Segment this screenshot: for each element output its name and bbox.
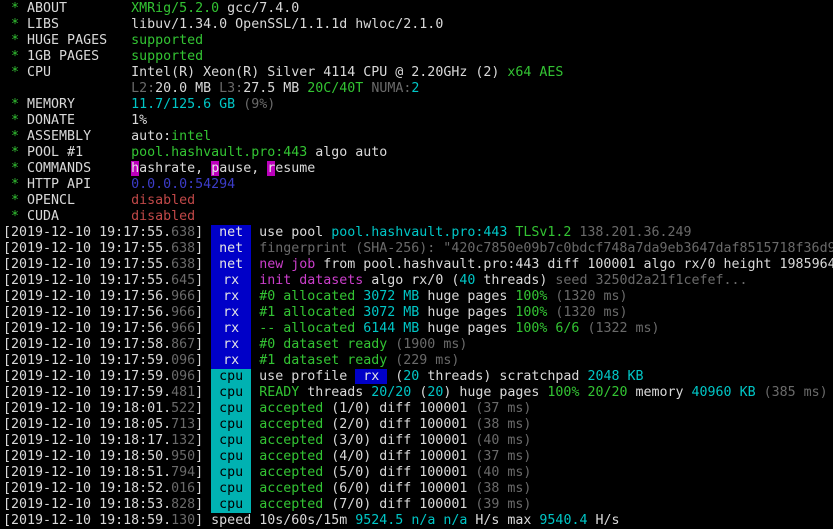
log-speed: [2019-12-10 19:18:59.130] speed 10s/60s/… <box>3 513 620 528</box>
log-allocated-total: [2019-12-10 19:17:56.966] rx -- allocate… <box>3 321 660 337</box>
info-about: * ABOUT XMRig/5.2.0 gcc/7.4.0 <box>3 1 300 16</box>
log-channel-tag: net <box>211 241 252 257</box>
info-cpu-cache: L2:20.0 MB L3:27.5 MB 20C/40T NUMA:2 <box>131 81 420 96</box>
log-channel-tag: cpu <box>211 449 252 465</box>
info-cuda: * CUDA disabled <box>3 209 196 224</box>
log-channel-tag: cpu <box>211 481 252 497</box>
log-ready-threads: [2019-12-10 19:17:59.481] cpu READY thre… <box>3 385 828 401</box>
log-channel-tag: net <box>211 257 252 273</box>
log-channel-tag: cpu <box>211 401 252 417</box>
info-cpu: * CPU Intel(R) Xeon(R) Silver 4114 CPU @… <box>3 65 564 80</box>
log-accepted-4: [2019-12-10 19:18:50.950] cpu accepted (… <box>3 449 532 465</box>
log-fingerprint: [2019-12-10 19:17:55.638] net fingerprin… <box>3 241 833 257</box>
log-accepted-2: [2019-12-10 19:18:05.713] cpu accepted (… <box>3 417 532 433</box>
log-channel-tag: cpu <box>211 497 252 513</box>
info-huge-pages: * HUGE PAGES supported <box>3 33 204 48</box>
log-dataset-ready-0: [2019-12-10 19:17:58.867] rx #0 dataset … <box>3 337 468 353</box>
log-use-profile: [2019-12-10 19:17:59.096] cpu use profil… <box>3 369 644 385</box>
info-memory: * MEMORY 11.7/125.6 GB (9%) <box>3 97 276 112</box>
log-accepted-7: [2019-12-10 19:18:53.828] cpu accepted (… <box>3 497 532 513</box>
info-http-api: * HTTP API 0.0.0.0:54294 <box>3 177 236 192</box>
info-libs: * LIBS libuv/1.34.0 OpenSSL/1.1.1d hwloc… <box>3 17 444 32</box>
log-accepted-6: [2019-12-10 19:18:52.016] cpu accepted (… <box>3 481 532 497</box>
log-channel-tag: cpu <box>211 385 252 401</box>
log-new-job: [2019-12-10 19:17:55.638] net new job fr… <box>3 257 833 273</box>
info-opencl: * OPENCL disabled <box>3 193 196 208</box>
log-channel-tag: cpu <box>211 417 252 433</box>
log-dataset-ready-1: [2019-12-10 19:17:59.096] rx #1 dataset … <box>3 353 460 369</box>
log-init-datasets: [2019-12-10 19:17:55.645] rx init datase… <box>3 273 748 289</box>
info-commands: * COMMANDS hashrate, pause, resume <box>3 161 316 176</box>
log-accepted-1: [2019-12-10 19:18:01.522] cpu accepted (… <box>3 401 532 417</box>
info-donate: * DONATE 1% <box>3 113 148 128</box>
info-1gb-pages: * 1GB PAGES supported <box>3 49 204 64</box>
log-channel-tag: rx <box>211 321 252 337</box>
log-channel-tag: cpu <box>211 433 252 449</box>
log-channel-tag: rx <box>211 305 252 321</box>
log-allocated-0: [2019-12-10 19:17:56.966] rx #0 allocate… <box>3 289 628 305</box>
log-channel-tag: rx <box>211 289 252 305</box>
log-channel-tag: rx <box>211 353 252 369</box>
log-channel-tag: cpu <box>211 465 252 481</box>
log-allocated-1: [2019-12-10 19:17:56.966] rx #1 allocate… <box>3 305 628 321</box>
log-accepted-5: [2019-12-10 19:18:51.794] cpu accepted (… <box>3 465 532 481</box>
log-accepted-3: [2019-12-10 19:18:17.132] cpu accepted (… <box>3 433 532 449</box>
log-channel-tag: net <box>211 225 252 241</box>
log-channel-tag: rx <box>211 337 252 353</box>
info-assembly: * ASSEMBLY auto:intel <box>3 129 212 144</box>
log-use-pool: [2019-12-10 19:17:55.638] net use pool p… <box>3 225 692 241</box>
info-pool-1: * POOL #1 pool.hashvault.pro:443 algo au… <box>3 145 388 160</box>
log-channel-tag: rx <box>211 273 252 289</box>
log-channel-tag: cpu <box>211 369 252 385</box>
